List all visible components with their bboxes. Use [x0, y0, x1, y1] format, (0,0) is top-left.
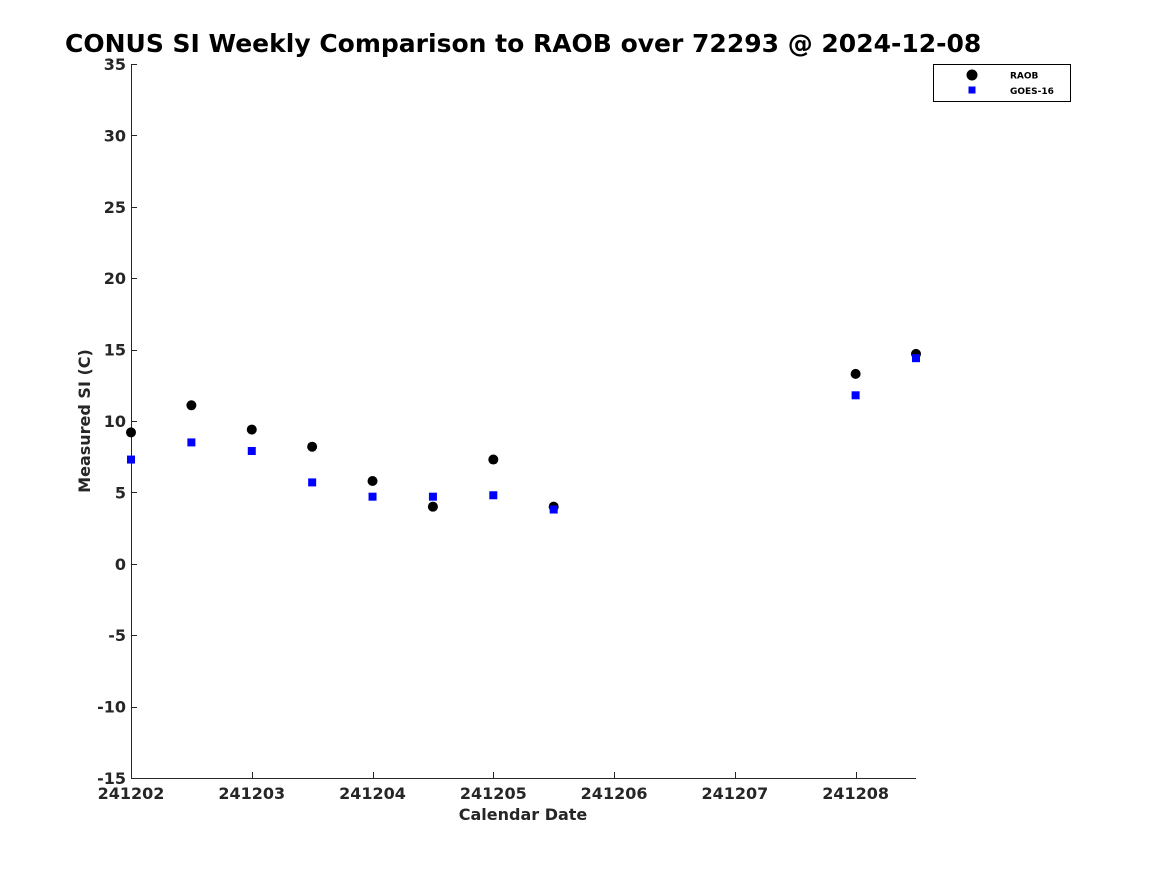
x-tick-label: 241207	[701, 784, 768, 803]
axes	[131, 64, 916, 779]
y-axis-label: Measured SI (C)	[75, 349, 94, 493]
y-tick-label: -15	[97, 769, 126, 788]
y-tick-label: 15	[104, 341, 126, 360]
y-tick-label: -5	[108, 626, 126, 645]
y-tick-label: 0	[115, 555, 126, 574]
y-tick-label: 10	[104, 412, 126, 431]
goes16-point	[127, 455, 135, 464]
y-tick-label: -10	[97, 698, 126, 717]
legend-raob-label: RAOB	[1010, 72, 1039, 82]
x-tick-label: 241208	[822, 784, 889, 803]
goes16-point	[912, 354, 920, 363]
x-tick-label: 241202	[98, 784, 165, 803]
goes16-point	[247, 446, 256, 455]
legend-box	[933, 64, 1071, 102]
raob-point	[488, 454, 499, 465]
chart-title: CONUS SI Weekly Comparison to RAOB over …	[65, 29, 981, 58]
goes16-point	[368, 492, 377, 501]
x-tick-label: 241205	[460, 784, 527, 803]
y-ticks: -15 -10 -5 0 5 10 15 20 25 30 35	[97, 55, 137, 788]
legend-goes16-label: GOES-16	[1010, 87, 1054, 97]
goes16-point	[428, 492, 437, 501]
legend-goes16-marker	[968, 86, 976, 94]
raob-point	[367, 475, 378, 486]
y-tick-label: 25	[104, 198, 126, 217]
raob-point	[307, 441, 318, 452]
x-ticks: 241202 241203 241204 241205 241206 241207 2412…	[98, 772, 889, 803]
x-tick-label: 241206	[581, 784, 648, 803]
x-axis-label: Calendar Date	[459, 805, 588, 824]
x-tick-label: 241204	[339, 784, 406, 803]
legend-raob-marker	[966, 69, 978, 81]
goes16-point	[851, 391, 860, 400]
x-tick-label: 241203	[218, 784, 285, 803]
goes16-point	[308, 478, 317, 487]
y-tick-label: 30	[104, 126, 126, 145]
goes16-point	[489, 491, 498, 500]
legend: RAOB GOES-16	[933, 64, 1071, 102]
goes16-point	[549, 505, 558, 514]
raob-point	[186, 400, 197, 411]
y-tick-label: 20	[104, 269, 126, 288]
goes16-point	[187, 438, 196, 447]
raob-point	[246, 424, 257, 435]
y-tick-label: 35	[104, 55, 126, 74]
raob-point	[427, 501, 438, 512]
data-points	[126, 348, 921, 514]
raob-point	[850, 368, 861, 379]
raob-point	[126, 427, 136, 438]
y-tick-label: 5	[115, 483, 126, 502]
